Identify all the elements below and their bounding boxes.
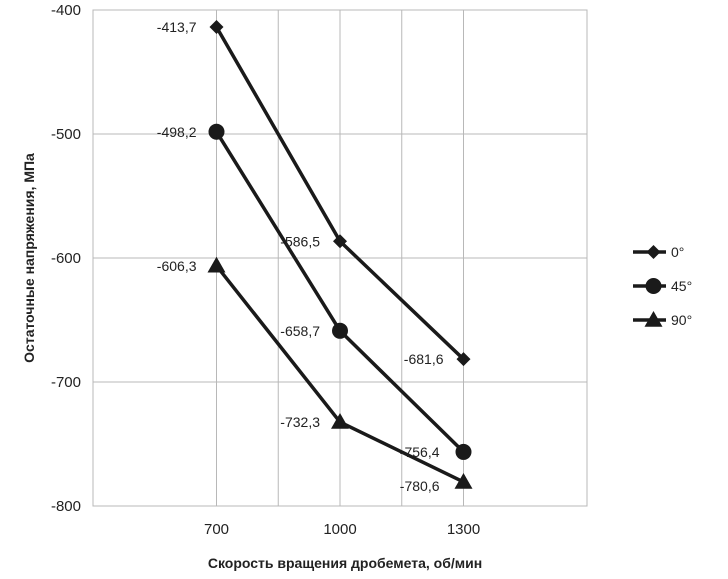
data-point xyxy=(331,413,349,429)
data-label: -732,3 xyxy=(280,414,320,430)
data-point xyxy=(209,19,224,34)
data-point xyxy=(208,123,225,140)
data-labels: -413,7 -586,5 -681,6 -498,2 -658,7 -756,4 -606… xyxy=(157,19,444,494)
x-axis-title: Скорость вращения дробемета, об/мин xyxy=(208,555,482,571)
series xyxy=(207,19,473,489)
data-label: -681,6 xyxy=(404,351,444,367)
y-tick-label: -700 xyxy=(51,374,81,391)
y-tick-label: -500 xyxy=(51,126,81,143)
data-point xyxy=(456,352,471,367)
x-tick-label: 1300 xyxy=(447,521,480,538)
data-point xyxy=(207,256,226,273)
legend-marker xyxy=(645,278,662,294)
y-tick-label: -400 xyxy=(51,2,81,19)
y-tick-label: -600 xyxy=(51,250,81,267)
x-tick-labels: 700 1000 1300 xyxy=(204,521,480,538)
data-label: -606,3 xyxy=(157,258,197,274)
data-point xyxy=(455,443,472,460)
legend-label: 0° xyxy=(671,244,684,260)
legend-label: 45° xyxy=(671,278,692,294)
legend-marker xyxy=(644,311,663,327)
y-axis-title: Остаточные напряжения, МПа xyxy=(21,153,37,363)
legend: 0° 45° 90° xyxy=(633,244,692,328)
data-label: -586,5 xyxy=(280,233,320,249)
y-tick-label: -800 xyxy=(51,498,81,515)
data-point xyxy=(454,472,473,489)
data-label: -756,4 xyxy=(400,444,440,460)
x-tick-label: 1000 xyxy=(323,521,356,538)
data-label: -413,7 xyxy=(157,19,197,35)
y-tick-labels: -400 -500 -600 -700 -800 xyxy=(51,2,81,515)
data-label: -498,2 xyxy=(157,124,197,140)
data-point xyxy=(332,322,348,339)
data-label: -658,7 xyxy=(280,323,320,339)
data-point xyxy=(333,234,347,249)
data-label: -780,6 xyxy=(400,478,440,494)
legend-marker xyxy=(646,245,661,259)
x-tick-label: 700 xyxy=(204,521,229,538)
grid xyxy=(92,9,588,507)
legend-label: 90° xyxy=(671,312,692,328)
